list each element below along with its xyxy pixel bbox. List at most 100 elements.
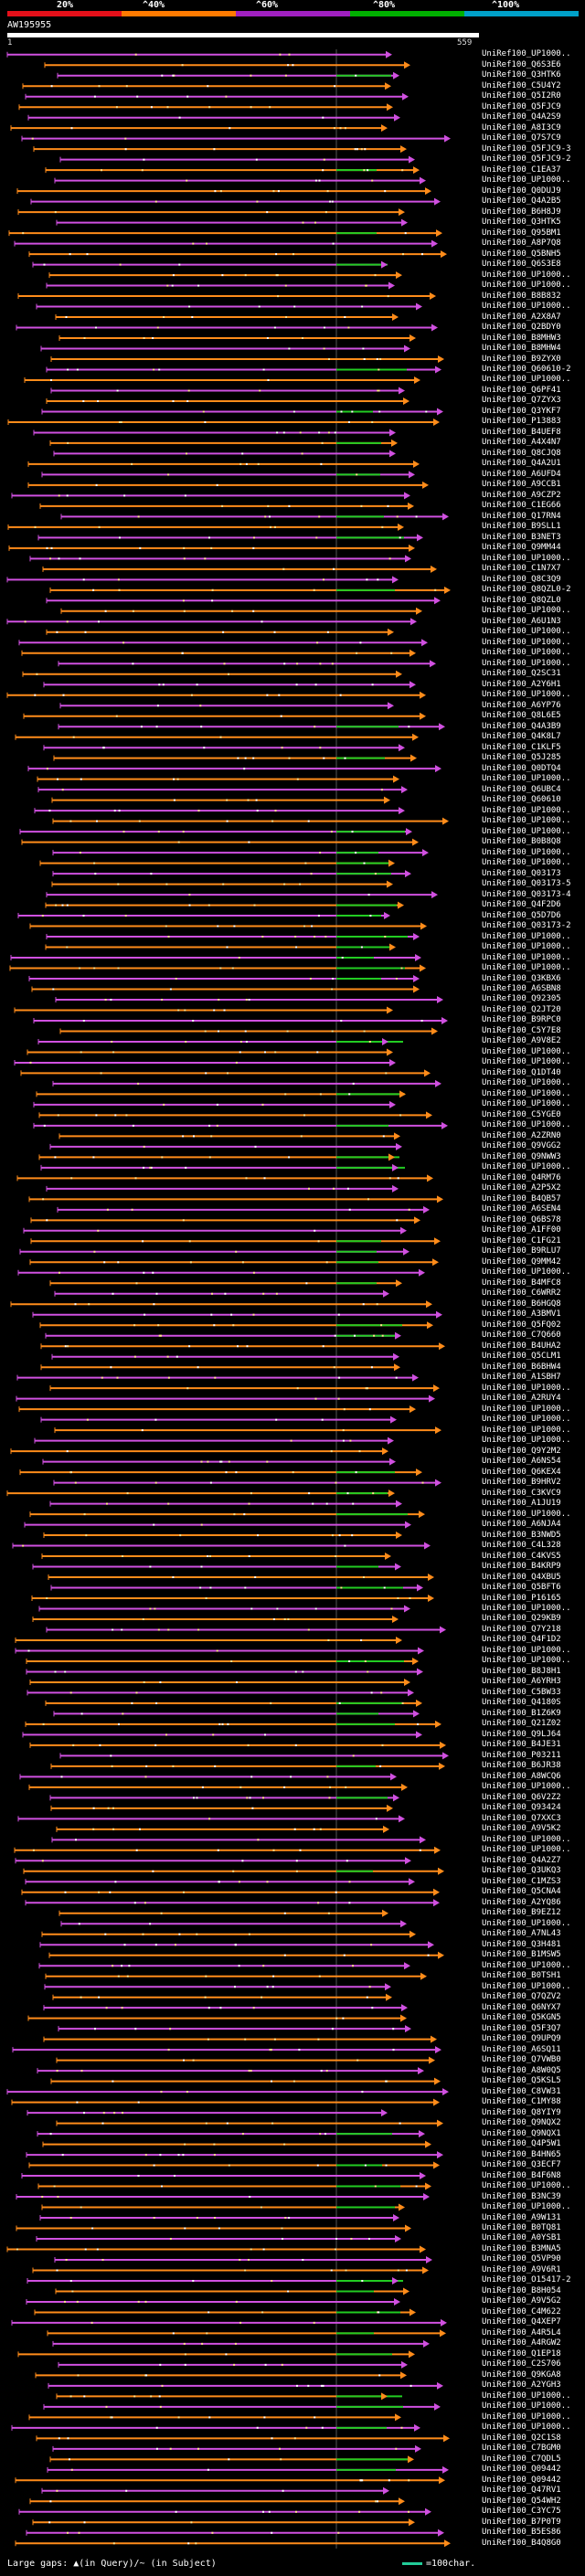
- hit-row[interactable]: [48, 1574, 434, 1582]
- hit-label[interactable]: UniRef100_UP1000..: [482, 1088, 571, 1098]
- hit-row[interactable]: [40, 345, 410, 353]
- hit-label[interactable]: UniRef100_Q92305: [482, 994, 561, 1004]
- hit-label[interactable]: UniRef100_UP1000..: [482, 2401, 571, 2412]
- hit-row[interactable]: [49, 1794, 399, 1802]
- hit-label[interactable]: UniRef100_Q2JT20: [482, 1004, 561, 1014]
- hit-row[interactable]: [27, 1689, 414, 1697]
- hit-label[interactable]: UniRef100_Q6UBC4: [482, 784, 561, 794]
- hit-label[interactable]: UniRef100_Q9NQX1: [482, 2128, 561, 2138]
- hit-row[interactable]: [21, 2172, 426, 2180]
- hit-row[interactable]: [39, 1321, 433, 1330]
- hit-label[interactable]: UniRef100_A2Y6H1: [482, 679, 561, 689]
- hit-row[interactable]: [49, 439, 398, 447]
- hit-label[interactable]: UniRef100_Q4180S: [482, 1698, 561, 1708]
- hit-row[interactable]: [54, 1289, 389, 1298]
- hit-row[interactable]: [49, 1384, 440, 1393]
- hit-row[interactable]: [15, 2539, 451, 2548]
- hit-row[interactable]: [57, 1205, 430, 1214]
- hit-row[interactable]: [32, 1310, 442, 1319]
- hit-row[interactable]: [17, 2350, 415, 2359]
- hit-row[interactable]: [58, 660, 436, 668]
- hit-label[interactable]: UniRef100_Q3UKQ3: [482, 1866, 561, 1876]
- hit-row[interactable]: [32, 2266, 429, 2274]
- hit-label[interactable]: UniRef100_UP1000..: [482, 658, 571, 668]
- hit-label[interactable]: UniRef100_C1EA37: [482, 164, 561, 175]
- hit-row[interactable]: [16, 2193, 430, 2201]
- hit-label[interactable]: UniRef100_C3YC75: [482, 2507, 561, 2517]
- hit-row[interactable]: [46, 933, 420, 941]
- hit-label[interactable]: UniRef100_Q3H481: [482, 1939, 561, 1949]
- hit-row[interactable]: [55, 995, 443, 1003]
- hit-label[interactable]: UniRef100_Q5J285: [482, 753, 561, 763]
- hit-label[interactable]: UniRef100_UP1000..: [482, 1057, 571, 1067]
- hit-row[interactable]: [25, 1899, 440, 1907]
- hit-row[interactable]: [30, 1216, 420, 1224]
- hit-row[interactable]: [39, 859, 395, 867]
- hit-label[interactable]: UniRef100_Q5FJC9: [482, 101, 561, 111]
- hit-label[interactable]: UniRef100_UP1000..: [482, 1415, 571, 1425]
- hit-label[interactable]: UniRef100_A6NJA4: [482, 1520, 561, 1530]
- hit-label[interactable]: UniRef100_C1FG21: [482, 1235, 561, 1246]
- hit-row[interactable]: [53, 450, 396, 458]
- hit-label[interactable]: UniRef100_Q2BDY0: [482, 323, 561, 333]
- hit-label[interactable]: UniRef100_Q1EP18: [482, 2348, 561, 2359]
- hit-row[interactable]: [45, 1972, 427, 1980]
- hit-row[interactable]: [56, 218, 408, 227]
- hit-label[interactable]: UniRef100_UP1000..: [482, 858, 571, 868]
- hit-row[interactable]: [17, 1815, 405, 1823]
- hit-row[interactable]: [50, 2077, 441, 2085]
- hit-label[interactable]: UniRef100_UP1000..: [482, 2390, 571, 2401]
- hit-label[interactable]: UniRef100_Q5F3Q7: [482, 2023, 561, 2033]
- hit-label[interactable]: UniRef100_B4MFC8: [482, 1277, 561, 1288]
- hit-label[interactable]: UniRef100_A9CZP2: [482, 490, 561, 500]
- hit-row[interactable]: [52, 1993, 392, 2001]
- hit-row[interactable]: [26, 1668, 423, 1676]
- hit-row[interactable]: [28, 2413, 401, 2422]
- hit-row[interactable]: [15, 1857, 411, 1865]
- hit-row[interactable]: [59, 1027, 438, 1035]
- hit-row[interactable]: [15, 733, 419, 741]
- hit-label[interactable]: UniRef100_Q9MM44: [482, 543, 561, 553]
- hit-row[interactable]: [58, 723, 445, 731]
- hit-row[interactable]: [15, 2476, 445, 2485]
- hit-row[interactable]: [21, 838, 419, 846]
- hit-row[interactable]: [59, 155, 415, 164]
- hit-row[interactable]: [10, 1447, 388, 1456]
- hit-label[interactable]: UniRef100_Q03173-5: [482, 879, 571, 889]
- hit-row[interactable]: [22, 82, 391, 90]
- hit-label[interactable]: UniRef100_UP1000..: [482, 931, 571, 941]
- hit-row[interactable]: [41, 408, 443, 416]
- hit-label[interactable]: UniRef100_B6H8J9: [482, 207, 561, 217]
- hit-label[interactable]: UniRef100_A9V5K2: [482, 1824, 561, 1834]
- hit-row[interactable]: [17, 912, 390, 920]
- hit-row[interactable]: [29, 1258, 439, 1267]
- hit-row[interactable]: [23, 1867, 444, 1875]
- hit-row[interactable]: [33, 1016, 448, 1024]
- hit-label[interactable]: UniRef100_A3BMV1: [482, 1309, 561, 1320]
- hit-label[interactable]: UniRef100_B9RPC0: [482, 1015, 561, 1025]
- hit-label[interactable]: UniRef100_Q3KBX6: [482, 973, 561, 983]
- hit-label[interactable]: UniRef100_A6U1N3: [482, 616, 561, 626]
- hit-label[interactable]: UniRef100_A9CCB1: [482, 480, 561, 490]
- hit-row[interactable]: [38, 1605, 410, 1613]
- hit-row[interactable]: [29, 1678, 410, 1686]
- hit-row[interactable]: [45, 1331, 401, 1340]
- hit-label[interactable]: UniRef100_C5Y7E8: [482, 1025, 561, 1035]
- hit-row[interactable]: [60, 1920, 407, 1928]
- hit-label[interactable]: UniRef100_Q54WH2: [482, 2496, 561, 2506]
- hit-row[interactable]: [16, 1394, 435, 1403]
- hit-label[interactable]: UniRef100_Q5D7D6: [482, 910, 561, 920]
- hit-row[interactable]: [59, 1752, 449, 1760]
- hit-label[interactable]: UniRef100_Q5I2R0: [482, 91, 561, 101]
- hit-row[interactable]: [52, 1079, 441, 1087]
- hit-row[interactable]: [50, 1804, 393, 1812]
- hit-label[interactable]: UniRef100_Q8YIY9: [482, 2107, 561, 2117]
- hit-label[interactable]: UniRef100_B9ZYX0: [482, 354, 561, 364]
- hit-row[interactable]: [58, 2025, 411, 2033]
- hit-row[interactable]: [32, 1563, 401, 1571]
- hit-row[interactable]: [21, 134, 451, 143]
- hit-label[interactable]: UniRef100_O15417-2: [482, 2275, 571, 2285]
- hit-label[interactable]: UniRef100_B3NWD5: [482, 1530, 561, 1540]
- hit-label[interactable]: UniRef100_Q7QZV2: [482, 1992, 561, 2002]
- hit-row[interactable]: [35, 2371, 407, 2380]
